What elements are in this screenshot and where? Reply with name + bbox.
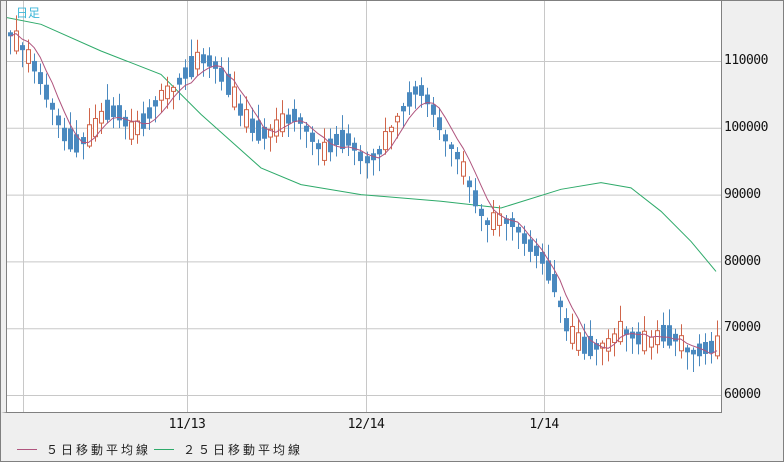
legend-label-ma25: ２５日移動平均線 (183, 443, 304, 457)
ma25-swatch (154, 449, 174, 450)
y-tick-110000: 110000 (724, 53, 768, 68)
x-tick-1-14: 1/14 (529, 417, 559, 432)
y-tick-90000: 90000 (724, 187, 761, 202)
legend-item-ma25: ２５日移動平均線 (154, 441, 303, 458)
y-tick-70000: 70000 (724, 320, 761, 335)
ma5-swatch (17, 449, 37, 450)
period-label: 日足 (16, 6, 41, 20)
legend-item-ma5: ５日移動平均線 (17, 441, 151, 458)
x-tick-12-14: 12/14 (347, 417, 385, 432)
y-tick-100000: 100000 (724, 120, 768, 135)
y-tick-60000: 60000 (724, 387, 761, 402)
plot-left-border (6, 1, 7, 413)
y-tick-80000: 80000 (724, 254, 761, 269)
x-tick-11-13: 11/13 (168, 417, 206, 432)
candlestick-chart (6, 1, 721, 412)
legend-label-ma5: ５日移動平均線 (46, 443, 152, 457)
